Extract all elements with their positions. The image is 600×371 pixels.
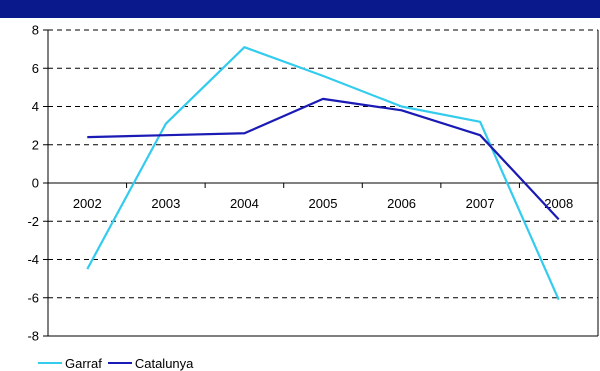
y-tick-label: -4 [27,252,39,267]
legend-swatch-garraf [38,362,62,364]
x-tick-label: 2007 [466,196,495,211]
x-tick-label: 2005 [309,196,338,211]
y-tick-label: 8 [32,23,39,38]
x-tick-label: 2002 [73,196,102,211]
legend-item-catalunya: Catalunya [107,355,194,371]
series-lines [86,46,560,301]
series-line-catalunya [87,97,560,221]
y-tick-label: 4 [32,99,39,114]
y-tick-label: 2 [32,137,39,152]
y-tick-label: -8 [27,329,39,344]
legend-item-garraf: Garraf [38,356,102,371]
x-tick-label: 2004 [230,196,259,211]
legend-label-catalunya: Catalunya [134,355,194,371]
series-line-garraf [86,46,560,301]
y-tick-label: 6 [32,61,39,76]
top-bar [0,0,600,18]
gridlines [48,29,598,299]
y-tick-label: -6 [27,290,39,305]
x-axis-ticks: 2002 2003 2004 2005 2006 2007 2008 [47,183,599,211]
x-tick-label: 2003 [151,196,180,211]
y-axis-ticks: 8 6 4 2 0 -2 -4 -6 -8 [27,23,48,344]
x-tick-label: 2006 [387,196,416,211]
legend: Garraf Catalunya [38,355,199,371]
legend-label-garraf: Garraf [65,355,102,371]
y-tick-label: 0 [32,176,39,191]
x-tick-label: 2008 [544,196,573,211]
legend-swatch-catalunya [107,362,132,364]
y-tick-label: -2 [27,214,39,229]
